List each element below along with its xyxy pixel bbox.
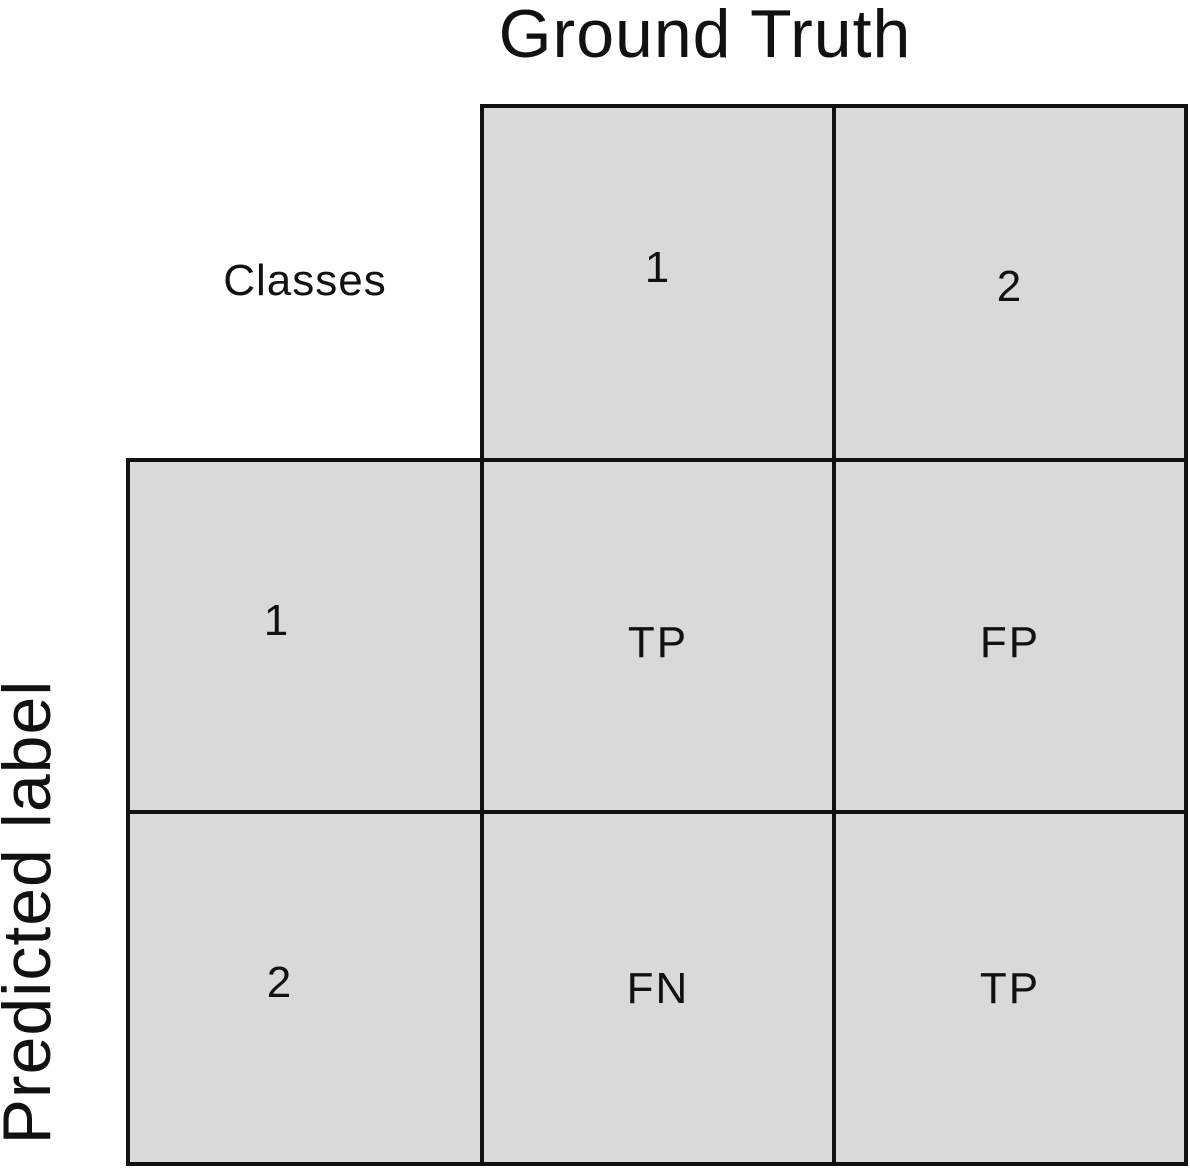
corner-label: Classes (223, 256, 387, 305)
column-header-2: 2 (832, 104, 1188, 462)
matrix-cell-r1-c2: FP (832, 458, 1188, 814)
matrix-cell-r1-c1: TP (480, 458, 836, 814)
column-header-1: 1 (480, 104, 836, 462)
matrix-cell-r2-c2: TP (832, 810, 1188, 1166)
diagram-title: Ground Truth (498, 0, 912, 72)
row-header-2: 2 (126, 810, 484, 1166)
matrix-cell-r2-c1: FN (480, 810, 836, 1166)
row-header-1: 1 (126, 458, 484, 814)
y-axis-label: Predicted label (0, 679, 65, 1145)
